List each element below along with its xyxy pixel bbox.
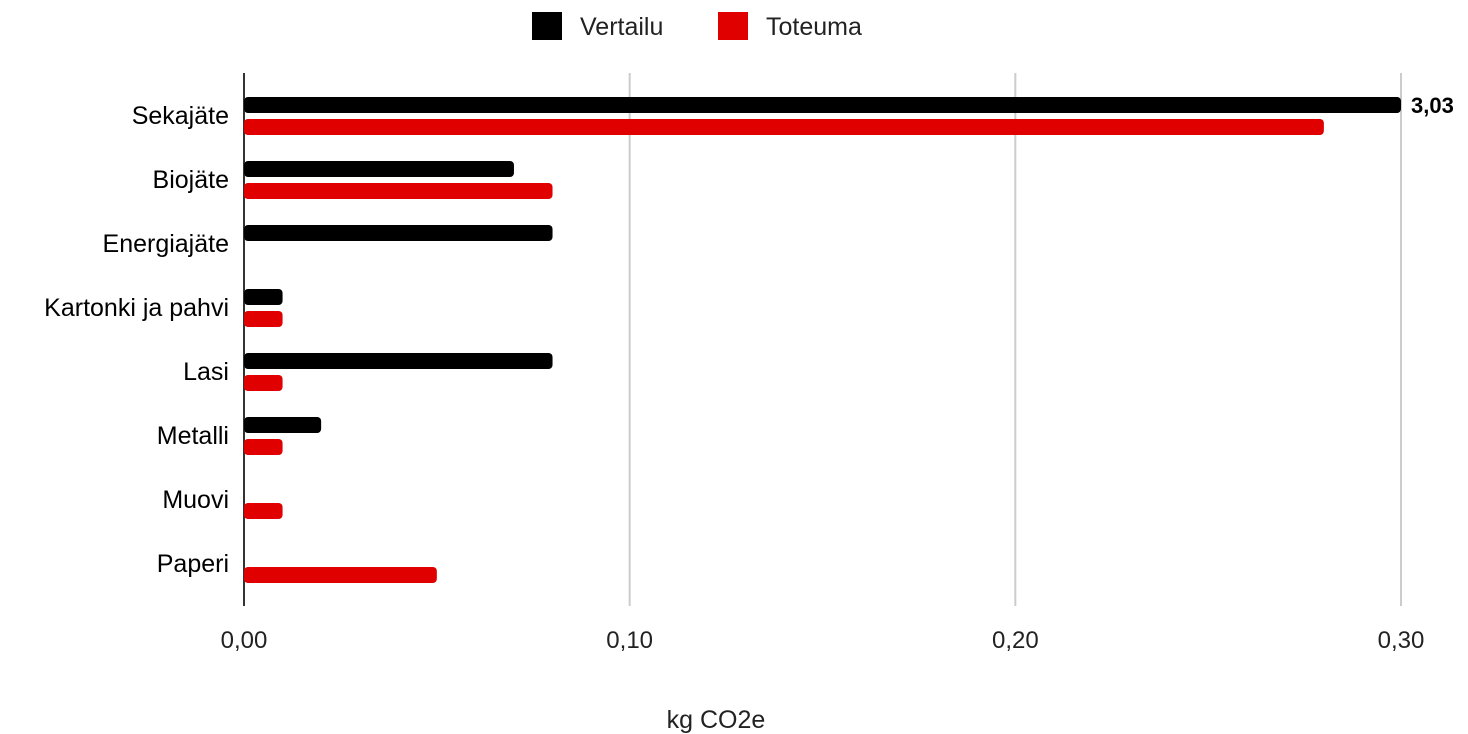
x-axis-title: kg CO2e [667, 706, 766, 734]
category-label: Sekajäte [132, 102, 229, 130]
x-tick-label: 0,20 [992, 627, 1039, 654]
bar-toteuma [244, 183, 553, 199]
category-label: Biojäte [153, 166, 229, 194]
data-label: 3,03 [1411, 93, 1454, 118]
bar-toteuma [244, 567, 437, 583]
bar-toteuma [244, 311, 283, 327]
gridlines [243, 73, 1402, 606]
bars [244, 97, 1401, 583]
bar-toteuma [244, 503, 283, 519]
category-label: Muovi [162, 486, 229, 514]
category-label: Metalli [157, 422, 229, 450]
bar-vertailu [244, 97, 1401, 113]
category-label: Energiajäte [103, 230, 229, 258]
bar-toteuma [244, 439, 283, 455]
bar-vertailu [244, 225, 553, 241]
bar-vertailu [244, 161, 514, 177]
x-tick-label: 0,00 [221, 627, 268, 654]
legend-label: Toteuma [766, 13, 862, 41]
category-label: Paperi [157, 550, 229, 578]
legend: Vertailu Toteuma [532, 12, 862, 41]
legend-label: Vertailu [580, 13, 663, 41]
bar-vertailu [244, 289, 283, 305]
legend-swatch-vertailu [532, 12, 562, 40]
legend-swatch-toteuma [718, 12, 748, 40]
bar-vertailu [244, 353, 553, 369]
category-labels: Sekajäte Biojäte Energiajäte Kartonki ja pa… [44, 102, 229, 578]
x-tick-label: 0,30 [1378, 627, 1425, 654]
x-tick-label: 0,10 [606, 627, 653, 654]
data-labels: 3,03 [1411, 93, 1454, 118]
bar-toteuma [244, 375, 283, 391]
bar-vertailu [244, 417, 322, 433]
tick-labels: 0,00 0,10 0,20 0,30 [221, 627, 1425, 654]
bar-toteuma [244, 119, 1324, 135]
category-label: Lasi [183, 358, 229, 386]
category-label: Kartonki ja pahvi [44, 294, 229, 322]
